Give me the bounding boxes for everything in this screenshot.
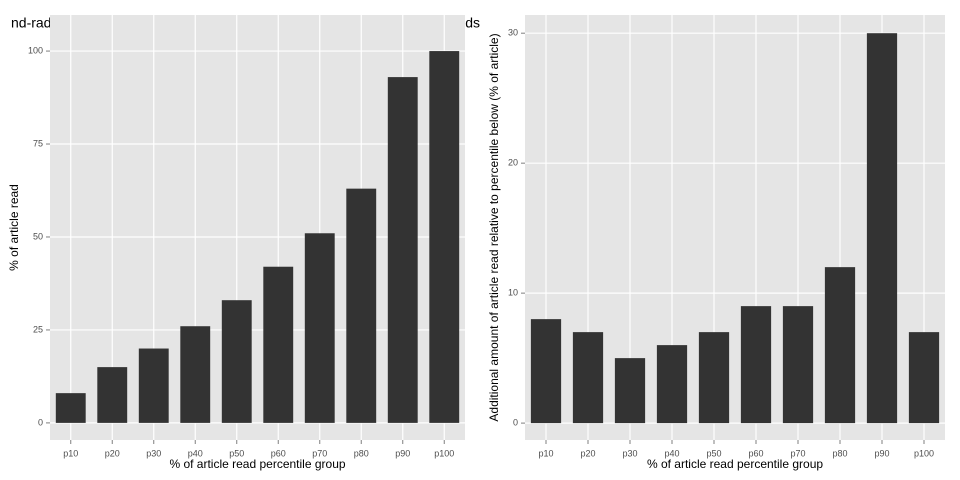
bar [572, 332, 604, 424]
x-tick-label: p80 [832, 448, 847, 458]
x-tick-label: p60 [271, 448, 286, 458]
y-axis-title: % of article read [7, 184, 21, 271]
x-tick-label: p50 [229, 448, 244, 458]
y-tick-label: 10 [508, 288, 518, 298]
bar [698, 332, 730, 424]
bar [740, 306, 772, 424]
y-tick-label: 30 [508, 28, 518, 38]
y-tick-label: 75 [33, 138, 43, 148]
x-tick-label: p100 [434, 448, 454, 458]
x-tick-label: p10 [538, 448, 553, 458]
x-tick-label: p70 [312, 448, 327, 458]
x-tick-label: p60 [748, 448, 763, 458]
bar [180, 326, 211, 423]
x-axis-title: % of article read percentile group [169, 457, 345, 471]
bar [530, 319, 562, 424]
bar [138, 348, 169, 423]
y-tick-label: 20 [508, 158, 518, 168]
y-tick-label: 0 [38, 417, 43, 427]
bar [387, 77, 418, 423]
y-tick-label: 25 [33, 324, 43, 334]
bar [908, 332, 940, 424]
x-tick-label: p20 [105, 448, 120, 458]
x-tick-label: p40 [188, 448, 203, 458]
x-tick-label: p30 [622, 448, 637, 458]
x-axis-title: % of article read percentile group [647, 457, 823, 471]
bar [97, 367, 128, 423]
bar [221, 300, 252, 423]
x-tick-label: p30 [146, 448, 161, 458]
y-tick-label: 0 [513, 417, 518, 427]
bar [429, 51, 460, 423]
y-tick-label: 100 [28, 45, 43, 55]
bar [614, 358, 646, 424]
x-tick-label: p20 [580, 448, 595, 458]
x-tick-label: p40 [664, 448, 679, 458]
x-tick-label: p100 [914, 448, 934, 458]
bar [346, 188, 377, 423]
y-axis-title: Additional amount of article read relati… [487, 33, 501, 421]
bar [304, 233, 335, 423]
x-tick-label: p90 [395, 448, 410, 458]
bar [824, 267, 856, 424]
x-tick-label: p50 [706, 448, 721, 458]
bar [263, 266, 294, 423]
bar [55, 393, 86, 423]
bar [656, 345, 688, 424]
y-tick-label: 50 [33, 231, 43, 241]
bar [866, 33, 898, 424]
x-tick-label: p70 [790, 448, 805, 458]
x-tick-label: p10 [63, 448, 78, 458]
x-tick-label: p90 [874, 448, 889, 458]
bar [782, 306, 814, 424]
x-tick-label: p80 [354, 448, 369, 458]
